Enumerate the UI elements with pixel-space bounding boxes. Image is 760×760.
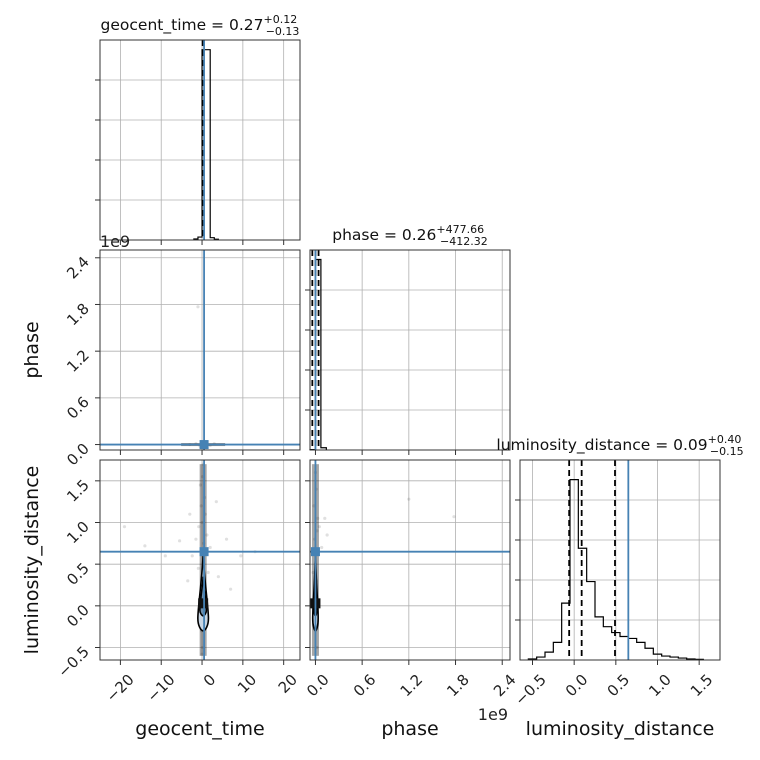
ytick-label-luminosity_distance: 0.5 <box>63 559 93 589</box>
axes-frame <box>99 39 301 241</box>
axes-frame <box>309 249 511 451</box>
panel-content <box>100 250 300 450</box>
panel-geocent_time_vs_phase <box>99 249 301 451</box>
sample-point <box>320 545 324 550</box>
sample-point <box>452 515 456 519</box>
sample-point <box>122 525 127 529</box>
ylabel-luminosity_distance: luminosity_distance <box>21 466 43 655</box>
truth-marker <box>310 547 320 557</box>
xtick-label-phase: 0.0 <box>303 671 333 701</box>
xtick-label-phase: 1.8 <box>443 671 473 701</box>
xtick-label-luminosity_distance: 1.0 <box>645 671 675 701</box>
xtick-label-geocent_time: 10 <box>234 671 260 697</box>
panel-title-geocent_time: geocent_time = 0.27+0.12 −0.13 <box>101 13 300 38</box>
xtick-label-geocent_time: −20 <box>103 671 138 706</box>
sample-point <box>198 483 203 487</box>
sample-point <box>208 545 212 550</box>
panel-geocent_time_vs_luminosity_distance <box>99 459 301 661</box>
panel-content <box>100 460 300 660</box>
ytick-label-luminosity_distance: 1.5 <box>63 476 93 506</box>
panel-title-phase: phase = 0.26+477.66 −412.32 <box>332 223 487 248</box>
ytick-label-phase: 1.8 <box>63 300 93 330</box>
sample-point <box>197 525 201 529</box>
hist-panel-geocent_time: geocent_time = 0.27+0.12 −0.13 <box>95 13 301 241</box>
ytick-label-luminosity_distance: −0.5 <box>54 643 92 681</box>
axes-frame <box>99 459 301 661</box>
axes-frame <box>519 459 721 661</box>
sample-point <box>190 554 194 558</box>
xlabel-phase: phase <box>381 718 438 740</box>
sample-point <box>205 533 209 537</box>
panel-content <box>310 460 510 660</box>
title-upper-error: +477.66 <box>436 223 484 236</box>
hist-panel-phase: phase = 0.26+477.66 −412.32 <box>305 223 511 451</box>
peak-marker <box>198 598 209 609</box>
xtick-label-geocent_time: −10 <box>143 671 178 706</box>
sample-point <box>200 520 204 525</box>
xlabel-luminosity_distance: luminosity_distance <box>526 718 715 740</box>
sample-point <box>196 566 200 570</box>
xtick-label-geocent_time: 20 <box>275 671 301 697</box>
truth-marker <box>199 547 209 557</box>
sample-point <box>216 575 220 579</box>
hist-panel-luminosity_distance: luminosity_distance = 0.09+0.40 −0.15 <box>496 433 744 661</box>
sample-point <box>317 525 321 529</box>
sample-point <box>196 305 200 309</box>
sample-point <box>188 512 192 516</box>
xtick-label-luminosity_distance: 0.5 <box>604 671 634 701</box>
ytick-label-phase: 0.0 <box>63 440 93 470</box>
title-lower-error: −0.13 <box>266 25 300 38</box>
ytick-label-luminosity_distance: 1.0 <box>63 518 93 548</box>
ytick-label-phase: 2.4 <box>63 253 93 283</box>
sample-point <box>224 537 229 541</box>
sample-point <box>239 554 243 558</box>
sample-point <box>214 500 218 504</box>
title-value: phase = 0.26 <box>332 226 436 244</box>
ylabel-phase: phase <box>21 321 43 378</box>
ytick-label-phase: 1.2 <box>63 346 93 376</box>
sample-point <box>311 570 315 575</box>
xtick-label-luminosity_distance: −0.5 <box>511 671 549 709</box>
panel-title-luminosity_distance: luminosity_distance = 0.09+0.40 −0.15 <box>496 433 743 458</box>
sample-point <box>323 516 327 520</box>
sample-point <box>200 652 204 656</box>
histogram-geocent_time <box>193 49 219 240</box>
title-lower-error: −0.15 <box>710 445 744 458</box>
title-value: geocent_time = 0.27 <box>101 16 264 35</box>
sample-point <box>229 587 233 591</box>
sample-point <box>177 539 182 543</box>
xtick-label-geocent_time: 0 <box>200 671 219 690</box>
sample-point <box>194 537 198 541</box>
sample-point <box>163 554 167 558</box>
truth-marker <box>199 440 209 450</box>
sample-point <box>316 516 320 520</box>
xtick-label-phase: 1.2 <box>397 671 427 701</box>
xlabel-geocent_time: geocent_time <box>135 718 264 740</box>
offset-text-phase-y: 1e9 <box>100 232 130 251</box>
axes-frame <box>309 459 511 661</box>
offset-text-phase-x: 1e9 <box>478 705 508 724</box>
title-value: luminosity_distance = 0.09 <box>496 436 707 455</box>
sample-point <box>206 570 210 575</box>
sample-point <box>407 497 411 501</box>
ytick-label-luminosity_distance: 0.0 <box>63 601 93 631</box>
sample-point <box>186 579 190 583</box>
panel-phase_vs_luminosity_distance <box>309 459 511 661</box>
title-lower-error: −412.32 <box>440 235 488 248</box>
ytick-label-phase: 0.6 <box>63 393 93 423</box>
sample-point <box>325 533 329 537</box>
sample-point <box>199 504 203 508</box>
xtick-label-phase: 0.6 <box>350 671 380 701</box>
xtick-label-luminosity_distance: 0.0 <box>562 671 592 701</box>
xtick-label-luminosity_distance: 1.5 <box>687 671 717 701</box>
title-upper-error: +0.12 <box>264 13 298 26</box>
sample-point <box>143 544 147 548</box>
axes-frame <box>99 249 301 451</box>
title-upper-error: +0.40 <box>708 433 742 446</box>
